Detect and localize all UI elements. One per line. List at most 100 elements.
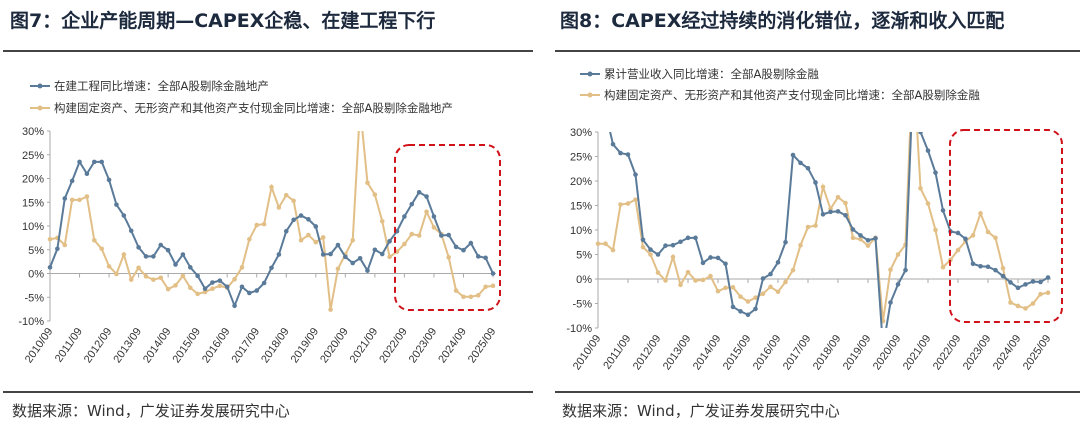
x-tick-label: 2014/09 — [691, 333, 724, 372]
x-tick-label: 2021/09 — [901, 333, 934, 372]
data-point — [210, 286, 215, 292]
x-tick-label: 2010/09 — [23, 326, 56, 365]
data-point — [655, 270, 661, 275]
data-point — [128, 277, 134, 282]
data-point — [453, 244, 459, 250]
data-point — [92, 237, 97, 243]
data-point — [106, 264, 112, 269]
data-point — [813, 180, 818, 185]
series-2 — [595, 132, 1051, 324]
data-point — [195, 291, 200, 297]
data-point — [468, 240, 474, 246]
data-point — [313, 239, 319, 245]
data-point — [232, 276, 237, 282]
x-tick-label: 2017/09 — [230, 326, 263, 365]
data-point — [1030, 279, 1036, 284]
data-point — [730, 285, 736, 290]
data-point — [202, 289, 208, 295]
data-point — [136, 245, 141, 250]
data-point — [343, 254, 348, 260]
y-tick-label: 5% — [28, 245, 44, 257]
data-point — [865, 243, 871, 248]
data-point — [1038, 291, 1043, 297]
figure-7-source: 数据来源：Wind，广发证券发展研究中心 — [12, 402, 290, 420]
data-point — [239, 284, 245, 290]
data-point — [151, 254, 156, 259]
data-point — [165, 286, 171, 292]
data-point — [738, 309, 743, 314]
data-point — [858, 233, 863, 238]
data-point — [828, 209, 833, 215]
x-tick-label: 2025/09 — [466, 326, 499, 365]
x-tick-label: 2024/09 — [991, 333, 1024, 372]
series-line — [49, 159, 494, 309]
data-point — [933, 227, 938, 233]
data-point — [328, 251, 333, 257]
data-point — [483, 255, 488, 261]
data-point — [187, 285, 193, 291]
x-tick-label: 2023/09 — [407, 326, 440, 365]
legend-marker — [37, 105, 43, 111]
data-point — [128, 228, 134, 234]
data-point — [693, 235, 698, 241]
data-point — [461, 247, 466, 253]
data-point — [261, 280, 267, 286]
x-tick-label: 2020/09 — [871, 333, 904, 372]
x-tick-label: 2015/09 — [721, 333, 754, 372]
data-point — [715, 255, 721, 261]
data-point — [1015, 285, 1021, 291]
x-tick-label: 2011/09 — [53, 326, 85, 365]
data-point — [805, 165, 811, 171]
data-point — [655, 252, 661, 257]
data-point — [723, 261, 728, 267]
data-point — [873, 236, 878, 241]
data-point — [1030, 301, 1036, 306]
legend-label: 构建固定资产、无形资产和其他资产支付现金同比增速：全部A股剔除金融 — [604, 88, 980, 102]
data-point — [603, 110, 608, 115]
x-tick-label: 2017/09 — [781, 333, 814, 372]
series-1 — [47, 159, 496, 309]
data-point — [328, 307, 333, 312]
data-point — [350, 237, 356, 243]
data-point — [269, 184, 274, 190]
data-point — [195, 273, 200, 279]
data-point — [416, 233, 422, 238]
footer-divider — [3, 391, 533, 393]
data-point — [648, 247, 653, 252]
data-point — [483, 284, 488, 290]
y-tick-label: -5% — [572, 299, 592, 311]
data-point — [84, 171, 90, 177]
y-tick-label: -10% — [566, 323, 592, 335]
data-point — [99, 246, 104, 252]
y-tick-label: 10% — [22, 221, 44, 233]
data-point — [173, 283, 178, 288]
data-point — [783, 279, 788, 285]
data-point — [895, 282, 901, 287]
data-point — [490, 271, 496, 276]
data-point — [320, 252, 326, 257]
data-point — [678, 239, 683, 245]
x-tick-label: 2019/09 — [289, 326, 322, 365]
data-point — [77, 159, 82, 165]
data-point — [254, 288, 260, 293]
figure-7-chart: -10% -5% 0% 5% 10% 15% 20% 25% 30% 2010/092011/09… — [18, 79, 501, 365]
data-point — [409, 231, 415, 237]
data-point — [247, 290, 252, 296]
y-tick-label: 25% — [570, 152, 592, 164]
data-point — [768, 271, 773, 277]
data-point — [670, 242, 676, 248]
data-point — [888, 267, 893, 272]
data-point — [753, 306, 758, 312]
figure-8-source: 数据来源：Wind，广发证券发展研究中心 — [562, 402, 840, 420]
x-tick-label: 2010/09 — [571, 333, 604, 372]
data-point — [151, 277, 156, 282]
figure-7-panel: 图7：企业产能周期—CAPEX企稳、在建工程下行 -10% -5% 0% 5% 10% 1… — [3, 10, 533, 420]
data-point — [402, 241, 407, 247]
data-point — [335, 242, 341, 248]
data-point — [670, 254, 676, 260]
data-point — [298, 237, 304, 243]
data-point — [114, 271, 119, 277]
data-point — [306, 232, 311, 238]
x-tick-label: 2014/09 — [141, 326, 174, 365]
data-point — [180, 273, 186, 279]
